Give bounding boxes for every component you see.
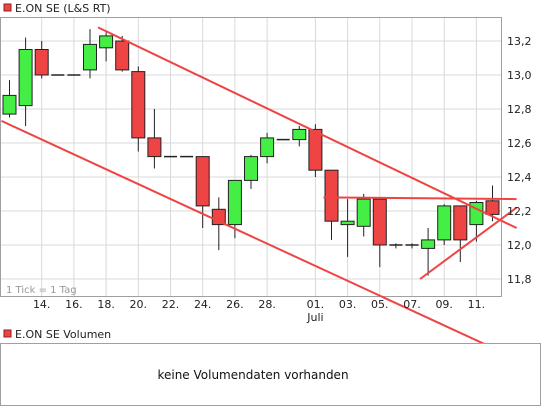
candle xyxy=(147,109,162,169)
candle xyxy=(485,185,500,222)
x-tick-label: 16. xyxy=(65,298,83,311)
x-tick-label: 24. xyxy=(194,298,212,311)
candle-body-up xyxy=(340,220,355,226)
candle-body-up xyxy=(292,128,307,141)
candle-body-down xyxy=(147,137,162,158)
y-tick-label: 12,6 xyxy=(507,137,532,150)
candle-body-up xyxy=(356,198,371,227)
candle xyxy=(437,204,452,245)
trend-channel-lines xyxy=(1,26,518,360)
candle xyxy=(244,154,258,189)
candle-body-down xyxy=(324,169,339,222)
x-tick-label: 11. xyxy=(468,298,486,311)
x-tick-label: 20. xyxy=(130,298,148,311)
candle-body-up xyxy=(99,35,114,49)
volume-message: keine Volumendaten vorhanden xyxy=(157,368,348,382)
x-tick-label: 09. xyxy=(435,298,453,311)
candle xyxy=(372,198,387,268)
candle xyxy=(340,199,355,257)
candle-body-up xyxy=(18,49,33,107)
candle xyxy=(2,80,17,118)
candle xyxy=(115,35,130,72)
candle-body-down xyxy=(34,49,49,76)
scale-note: 1 Tick = 1 Tag xyxy=(6,285,77,296)
candle-body-down xyxy=(195,156,210,207)
candle-body-up xyxy=(227,179,242,226)
trend-line xyxy=(97,26,518,229)
x-tick-label: 28. xyxy=(258,298,276,311)
x-tick-label: 01. xyxy=(307,298,325,311)
candle-body-down xyxy=(131,71,146,139)
candle xyxy=(324,169,339,240)
y-tick-label: 12,4 xyxy=(507,171,532,184)
y-tick-label: 12,8 xyxy=(507,103,532,116)
candle xyxy=(131,66,146,152)
candle-body-down xyxy=(485,200,500,215)
candle xyxy=(421,228,436,276)
candle xyxy=(356,194,371,237)
x-tick-label: 05. xyxy=(371,298,389,311)
candle xyxy=(83,29,97,79)
candle-body-up xyxy=(421,239,436,249)
x-tick-label: 18. xyxy=(97,298,115,311)
x-axis-labels: 14. 16. 18. 20. 22. 24. 26. 28. 01. 03. 05. 07. 09. 1… xyxy=(33,298,485,311)
candle xyxy=(308,124,323,177)
title-color-marker xyxy=(3,3,12,12)
trend-line xyxy=(323,196,517,201)
x-tick-label: 26. xyxy=(226,298,244,311)
candle-body-down xyxy=(453,205,468,241)
trend-line xyxy=(1,119,518,360)
x-tick-label: 14. xyxy=(33,298,51,311)
y-tick-label: 12,0 xyxy=(507,239,532,252)
candle-body-down xyxy=(372,198,387,246)
candle xyxy=(389,243,403,249)
candle xyxy=(195,156,210,228)
volume-color-marker xyxy=(3,329,12,338)
volume-title: E.ON SE Volumen xyxy=(15,328,111,341)
candle xyxy=(34,41,49,79)
candle-body-down xyxy=(308,128,323,171)
candle xyxy=(453,205,468,262)
candle-body-up xyxy=(244,156,258,181)
x-tick-label: 07. xyxy=(403,298,421,311)
candle xyxy=(405,243,419,249)
y-tick-label: 13,0 xyxy=(507,69,532,82)
candle-body-up xyxy=(2,94,17,115)
candle-body-up xyxy=(260,137,275,158)
candle-body-up xyxy=(437,205,452,241)
x-tick-label: 22. xyxy=(162,298,180,311)
y-tick-label: 12,2 xyxy=(507,205,532,218)
y-tick-label: 13,2 xyxy=(507,35,532,48)
candle xyxy=(99,32,114,62)
candle xyxy=(292,126,307,147)
y-tick-label: 11,8 xyxy=(507,273,532,286)
candle-body-down xyxy=(115,40,130,71)
chart-title: E.ON SE (L&S RT) xyxy=(15,2,111,15)
candle xyxy=(18,37,33,126)
candle-body-up xyxy=(83,43,97,71)
volume-frame xyxy=(0,343,541,406)
x-tick-label: 03. xyxy=(339,298,357,311)
month-label: Juli xyxy=(306,311,323,324)
trend-line xyxy=(419,206,518,280)
candle xyxy=(260,132,275,164)
y-axis-labels: 13,2 13,0 12,8 12,6 12,4 12,2 12,0 11,8 xyxy=(507,35,532,286)
